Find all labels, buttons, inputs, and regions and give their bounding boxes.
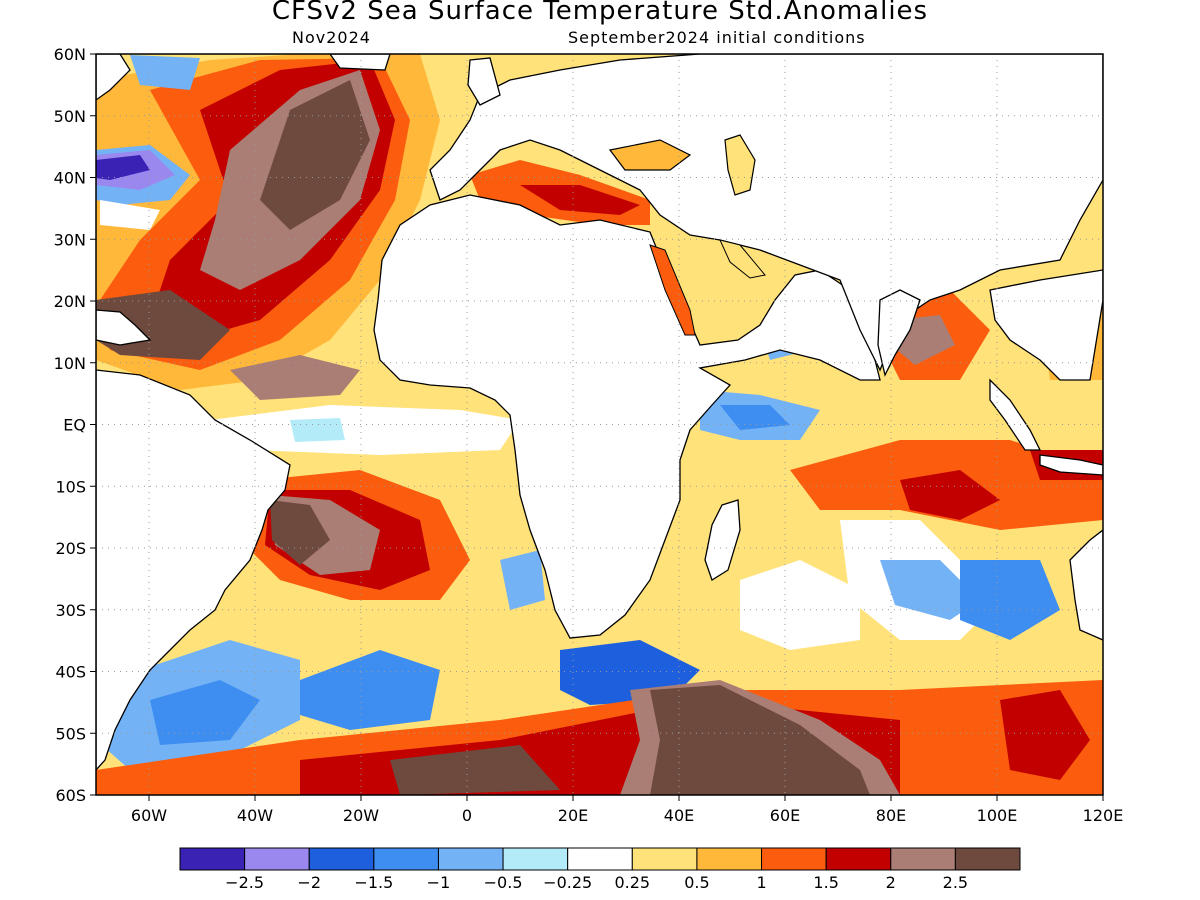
- red-sea: [649, 244, 696, 336]
- lat-label: 40N: [54, 169, 86, 188]
- colorbar-label: 1.5: [813, 873, 838, 892]
- lon-label: 60E: [770, 806, 800, 825]
- lon-label: 80E: [876, 806, 906, 825]
- colorbar-swatch: [373, 847, 439, 871]
- caspian-sea: [724, 134, 756, 196]
- longitude-labels: 60W 40W 20W 0 20E 40E 60E 80E 100E 120E: [131, 795, 1123, 825]
- persian-gulf: [719, 239, 766, 279]
- sumatra-landmass: [989, 378, 1042, 451]
- colorbar-label: 1: [756, 873, 766, 892]
- map-title: CFSv2 Sea Surface Temperature Std.Anomal…: [271, 0, 929, 26]
- black-sea: [608, 139, 692, 171]
- lon-label: 40E: [664, 806, 694, 825]
- colorbar-swatch: [437, 847, 504, 871]
- africa-landmass: [373, 194, 881, 639]
- lat-label: 10N: [54, 354, 86, 373]
- lat-label: 20S: [55, 539, 86, 558]
- colorbar-label: −2: [297, 873, 321, 892]
- colorbar-swatch: [761, 847, 827, 871]
- colorbar-swatch: [954, 847, 1021, 871]
- lat-label: 30N: [54, 230, 86, 249]
- british-isles-landmass: [467, 57, 501, 106]
- lat-label: 50N: [54, 107, 86, 126]
- lon-label: 120E: [1083, 806, 1124, 825]
- south-america-landmass: [96, 369, 291, 771]
- madagascar-landmass: [704, 499, 741, 581]
- colorbar-swatch: [567, 847, 633, 871]
- colorbar-label: 2: [886, 873, 896, 892]
- colorbar-label: −2.5: [225, 873, 264, 892]
- colorbar-labels: −2.5 −2 −1.5 −1 −0.5 −0.25 0.25 0.5 1 1.5 2 2.5: [225, 873, 968, 892]
- lon-label: 20E: [558, 806, 588, 825]
- colorbar-label: −0.25: [543, 873, 592, 892]
- colorbar-label: −1.5: [354, 873, 393, 892]
- colorbar-swatch: [696, 847, 763, 871]
- anomaly-field: [96, 54, 1103, 795]
- colorbar-label: 0.5: [684, 873, 709, 892]
- lat-label: 10S: [55, 477, 86, 496]
- colorbar-label: −0.5: [484, 873, 523, 892]
- lon-label: 20W: [343, 806, 379, 825]
- colorbar: [179, 847, 1021, 871]
- initial-conditions-label: September2024 initial conditions: [568, 28, 866, 47]
- lat-label: 30S: [55, 601, 86, 620]
- colorbar-swatch: [825, 847, 892, 871]
- colorbar-swatch: [890, 847, 956, 871]
- colorbar-swatch: [179, 847, 246, 871]
- colorbar-swatch: [308, 847, 375, 871]
- lon-label: 40W: [237, 806, 273, 825]
- lon-label: 0: [462, 806, 472, 825]
- colorbar-swatch: [631, 847, 698, 871]
- colorbar-swatch: [244, 847, 310, 871]
- lon-label: 60W: [131, 806, 167, 825]
- colorbar-label: 2.5: [943, 873, 968, 892]
- colorbar-swatch: [502, 847, 569, 871]
- lat-label: 50S: [55, 724, 86, 743]
- north-america-landmass: [96, 54, 131, 101]
- lat-label: 40S: [55, 663, 86, 682]
- lat-label: EQ: [63, 416, 86, 435]
- india-landmass: [877, 289, 921, 377]
- australia-landmass: [1069, 529, 1103, 641]
- lon-label: 100E: [977, 806, 1018, 825]
- colorbar-label: 0.25: [614, 873, 650, 892]
- iceland-landmass: [329, 54, 391, 71]
- colorbar-label: −1: [427, 873, 451, 892]
- java-landmass: [1039, 454, 1103, 476]
- central-america-landmass: [96, 309, 152, 346]
- lat-label: 60N: [54, 45, 86, 64]
- continents: [96, 54, 1103, 771]
- se-asia-landmass: [989, 269, 1103, 381]
- lat-label: 20N: [54, 292, 86, 311]
- latitude-labels: 60N 50N 40N 30N 20N 10N EQ 10S 20S 30S 40S 50S 60S: [54, 45, 96, 805]
- forecast-month: Nov2024: [292, 28, 371, 47]
- lat-label: 60S: [55, 786, 86, 805]
